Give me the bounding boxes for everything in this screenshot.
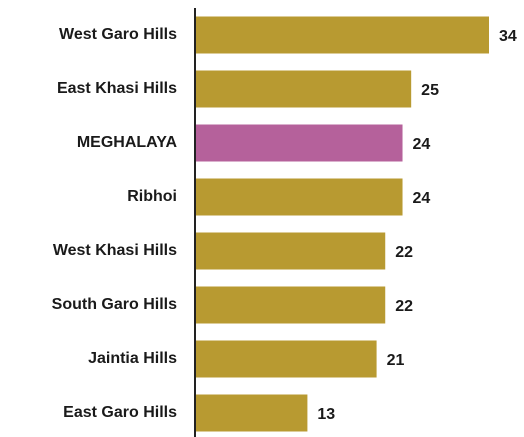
bar	[195, 178, 403, 216]
bar	[195, 340, 377, 378]
category-label: West Khasi Hills	[53, 242, 177, 259]
category-label: Ribhoi	[127, 188, 177, 205]
value-label: 25	[421, 82, 439, 99]
bar	[195, 124, 403, 162]
category-label: East Garo Hills	[63, 404, 177, 421]
category-label: Jaintia Hills	[88, 350, 177, 367]
category-label: East Khasi Hills	[57, 80, 177, 97]
bar	[195, 232, 386, 270]
bar	[195, 16, 489, 54]
value-label: 24	[413, 136, 431, 153]
bar	[195, 70, 412, 108]
category-label: West Garo Hills	[59, 26, 177, 43]
value-label: 21	[387, 352, 405, 369]
value-label: 34	[499, 28, 517, 45]
bar	[195, 394, 308, 432]
category-label: MEGHALAYA	[77, 134, 178, 151]
value-label: 22	[395, 298, 413, 315]
value-label: 22	[395, 244, 413, 261]
value-label: 24	[413, 190, 431, 207]
value-label: 13	[317, 406, 335, 423]
category-label: South Garo Hills	[52, 296, 177, 313]
bar	[195, 286, 386, 324]
